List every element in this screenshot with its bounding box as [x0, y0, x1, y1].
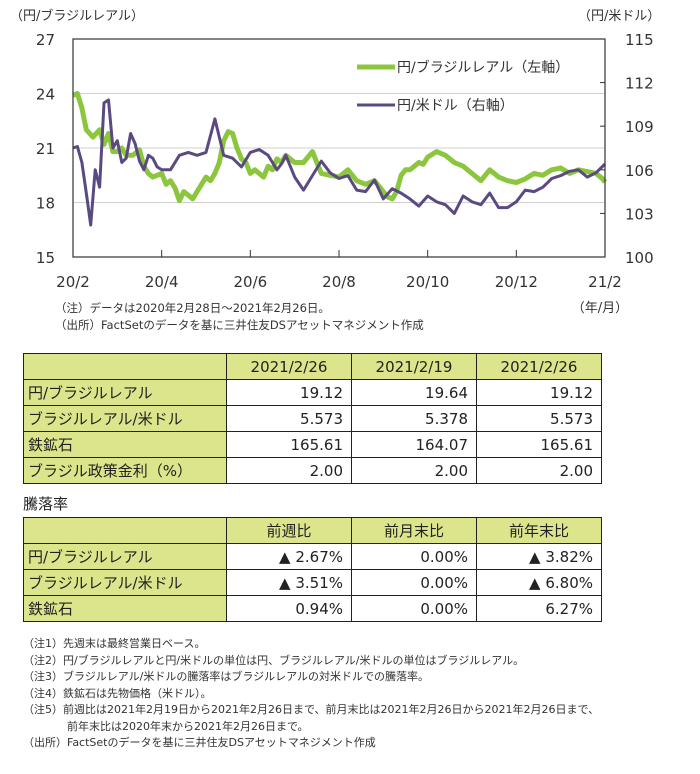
cell: 6.27%	[476, 595, 602, 622]
legend-label-usd: 円/米ドル（右軸）	[397, 98, 514, 114]
cell: 0.00%	[351, 595, 477, 622]
table-header-row: 前週比 前月末比 前年末比	[23, 517, 602, 544]
header-cell-empty	[23, 517, 227, 544]
cell: 165.61	[226, 431, 352, 458]
plot-frame	[72, 38, 606, 258]
price-table: 2021/2/26 2021/2/19 2021/2/26 円/ブラジルレアル …	[23, 353, 602, 484]
left-y-tick-label: 21	[36, 140, 55, 158]
header-cell: 2021/2/26	[476, 353, 602, 380]
right-y-tick-label: 109	[625, 118, 654, 136]
cell: 0.94%	[226, 595, 352, 622]
gridlines	[73, 93, 605, 203]
x-tick-label: 20/6	[233, 273, 267, 291]
cell: 0.00%	[351, 569, 477, 596]
x-tick-label: 20/8	[322, 273, 356, 291]
cell: 2.00	[226, 457, 352, 484]
footnote: （注3）ブラジルレアル/米ドルの騰落率はブラジルレアルの対米ドルでの騰落率。	[23, 670, 430, 683]
row-label: ブラジル政策金利（%）	[23, 457, 227, 484]
right-y-ticks: 100 103 106 109 112 115	[600, 31, 654, 267]
chart-note: （注）データは2020年2月28日～2021年2月26日。	[55, 301, 330, 315]
x-tick-label: 20/10	[406, 273, 449, 291]
table-row: 鉄鉱石 0.94% 0.00% 6.27%	[23, 595, 602, 622]
left-y-ticks: 15 18 21 24 27	[36, 31, 55, 267]
legend: 円/ブラジルレアル（左軸） 円/米ドル（右軸）	[357, 59, 569, 114]
cell: ▲ 3.51%	[226, 569, 352, 596]
cell: 5.573	[226, 405, 352, 432]
header-cell: 2021/2/19	[351, 353, 477, 380]
series-line-usd	[72, 98, 607, 227]
footnote: （注2）円/ブラジルレアルと円/米ドルの単位は円、ブラジルレアル/米ドルの単位は…	[23, 653, 525, 667]
x-tick-label: 20/4	[145, 273, 179, 291]
chart-source: （出所）FactSetのデータを基に三井住友DSアセットマネジメント作成	[55, 318, 424, 332]
cell: ▲ 6.80%	[476, 569, 602, 596]
right-y-tick-label: 112	[625, 75, 654, 93]
left-y-tick-label: 15	[36, 249, 55, 267]
cell: 19.12	[226, 379, 352, 406]
footnote: （注5）前週比は2021年2月19日から2021年2月26日まで、前月末比は20…	[23, 703, 600, 716]
table-row: ブラジルレアル/米ドル ▲ 3.51% 0.00% ▲ 6.80%	[23, 569, 602, 596]
table-header-row: 2021/2/26 2021/2/19 2021/2/26	[23, 353, 602, 380]
cell: 2.00	[351, 457, 477, 484]
x-tick-label: 20/12	[495, 273, 538, 291]
cell: 19.12	[476, 379, 602, 406]
cell: 165.61	[476, 431, 602, 458]
series-lines	[72, 91, 608, 227]
right-y-tick-label: 103	[625, 205, 654, 223]
left-y-tick-label: 27	[36, 31, 55, 49]
right-axis-unit: （円/米ドル）	[578, 9, 660, 24]
footnote: （注1）先週末は最終営業日ベース。	[23, 637, 206, 650]
table-row: 円/ブラジルレアル 19.12 19.64 19.12	[23, 379, 602, 406]
header-cell: 前週比	[226, 517, 352, 544]
cell: 5.378	[351, 405, 477, 432]
cell: 164.07	[351, 431, 477, 458]
row-label: ブラジルレアル/米ドル	[23, 405, 227, 432]
change-rate-table: 前週比 前月末比 前年末比 円/ブラジルレアル ▲ 2.67% 0.00% ▲ …	[23, 517, 602, 622]
left-y-tick-label: 18	[36, 195, 55, 213]
x-tick-label: 20/2	[56, 273, 90, 291]
cell: 5.573	[476, 405, 602, 432]
row-label: 鉄鉱石	[23, 595, 227, 622]
cell: ▲ 3.82%	[476, 543, 602, 570]
header-cell: 前月末比	[351, 517, 477, 544]
footnotes: （注1）先週末は最終営業日ベース。 （注2）円/ブラジルレアルと円/米ドルの単位…	[23, 636, 599, 752]
exchange-rate-chart: （円/ブラジルレアル） （円/米ドル） 15 18 21 24 27 100 103 106…	[10, 8, 660, 316]
footnote: （出所）FactSetのデータを基に三井住友DSアセットマネジメント作成	[23, 736, 376, 749]
change-rate-title: 騰落率	[23, 495, 69, 513]
table-row: ブラジルレアル/米ドル 5.573 5.378 5.573	[23, 405, 602, 432]
row-label: ブラジルレアル/米ドル	[23, 569, 227, 596]
row-label: 円/ブラジルレアル	[23, 379, 227, 406]
right-y-tick-label: 115	[625, 31, 654, 49]
left-y-tick-label: 24	[36, 86, 55, 104]
table-row: 円/ブラジルレアル ▲ 2.67% 0.00% ▲ 3.82%	[23, 543, 602, 570]
x-axis-unit: （年/月）	[572, 301, 628, 316]
right-y-tick-label: 106	[625, 162, 654, 180]
legend-label-brl: 円/ブラジルレアル（左軸）	[397, 59, 569, 76]
row-label: 鉄鉱石	[23, 431, 227, 458]
cell: 2.00	[476, 457, 602, 484]
left-axis-unit: （円/ブラジルレアル）	[10, 8, 144, 24]
x-ticks: 20/2 20/4 20/6 20/8 20/10 20/12 21/2	[56, 250, 622, 291]
cell: 19.64	[351, 379, 477, 406]
header-cell: 前年末比	[476, 517, 602, 544]
series-line-brl	[72, 91, 608, 204]
cell: 0.00%	[351, 543, 477, 570]
cell: ▲ 2.67%	[226, 543, 352, 570]
right-y-tick-label: 100	[625, 249, 654, 267]
footnote: 前年末比は2020年末から2021年2月26日まで。	[23, 719, 309, 733]
table-row: 鉄鉱石 165.61 164.07 165.61	[23, 431, 602, 458]
x-tick-label: 21/2	[588, 273, 622, 291]
table-row: ブラジル政策金利（%） 2.00 2.00 2.00	[23, 457, 602, 484]
header-cell-empty	[23, 353, 227, 380]
footnote: （注4）鉄鉱石は先物価格（米ドル）。	[23, 686, 212, 700]
header-cell: 2021/2/26	[226, 353, 352, 380]
row-label: 円/ブラジルレアル	[23, 543, 227, 570]
